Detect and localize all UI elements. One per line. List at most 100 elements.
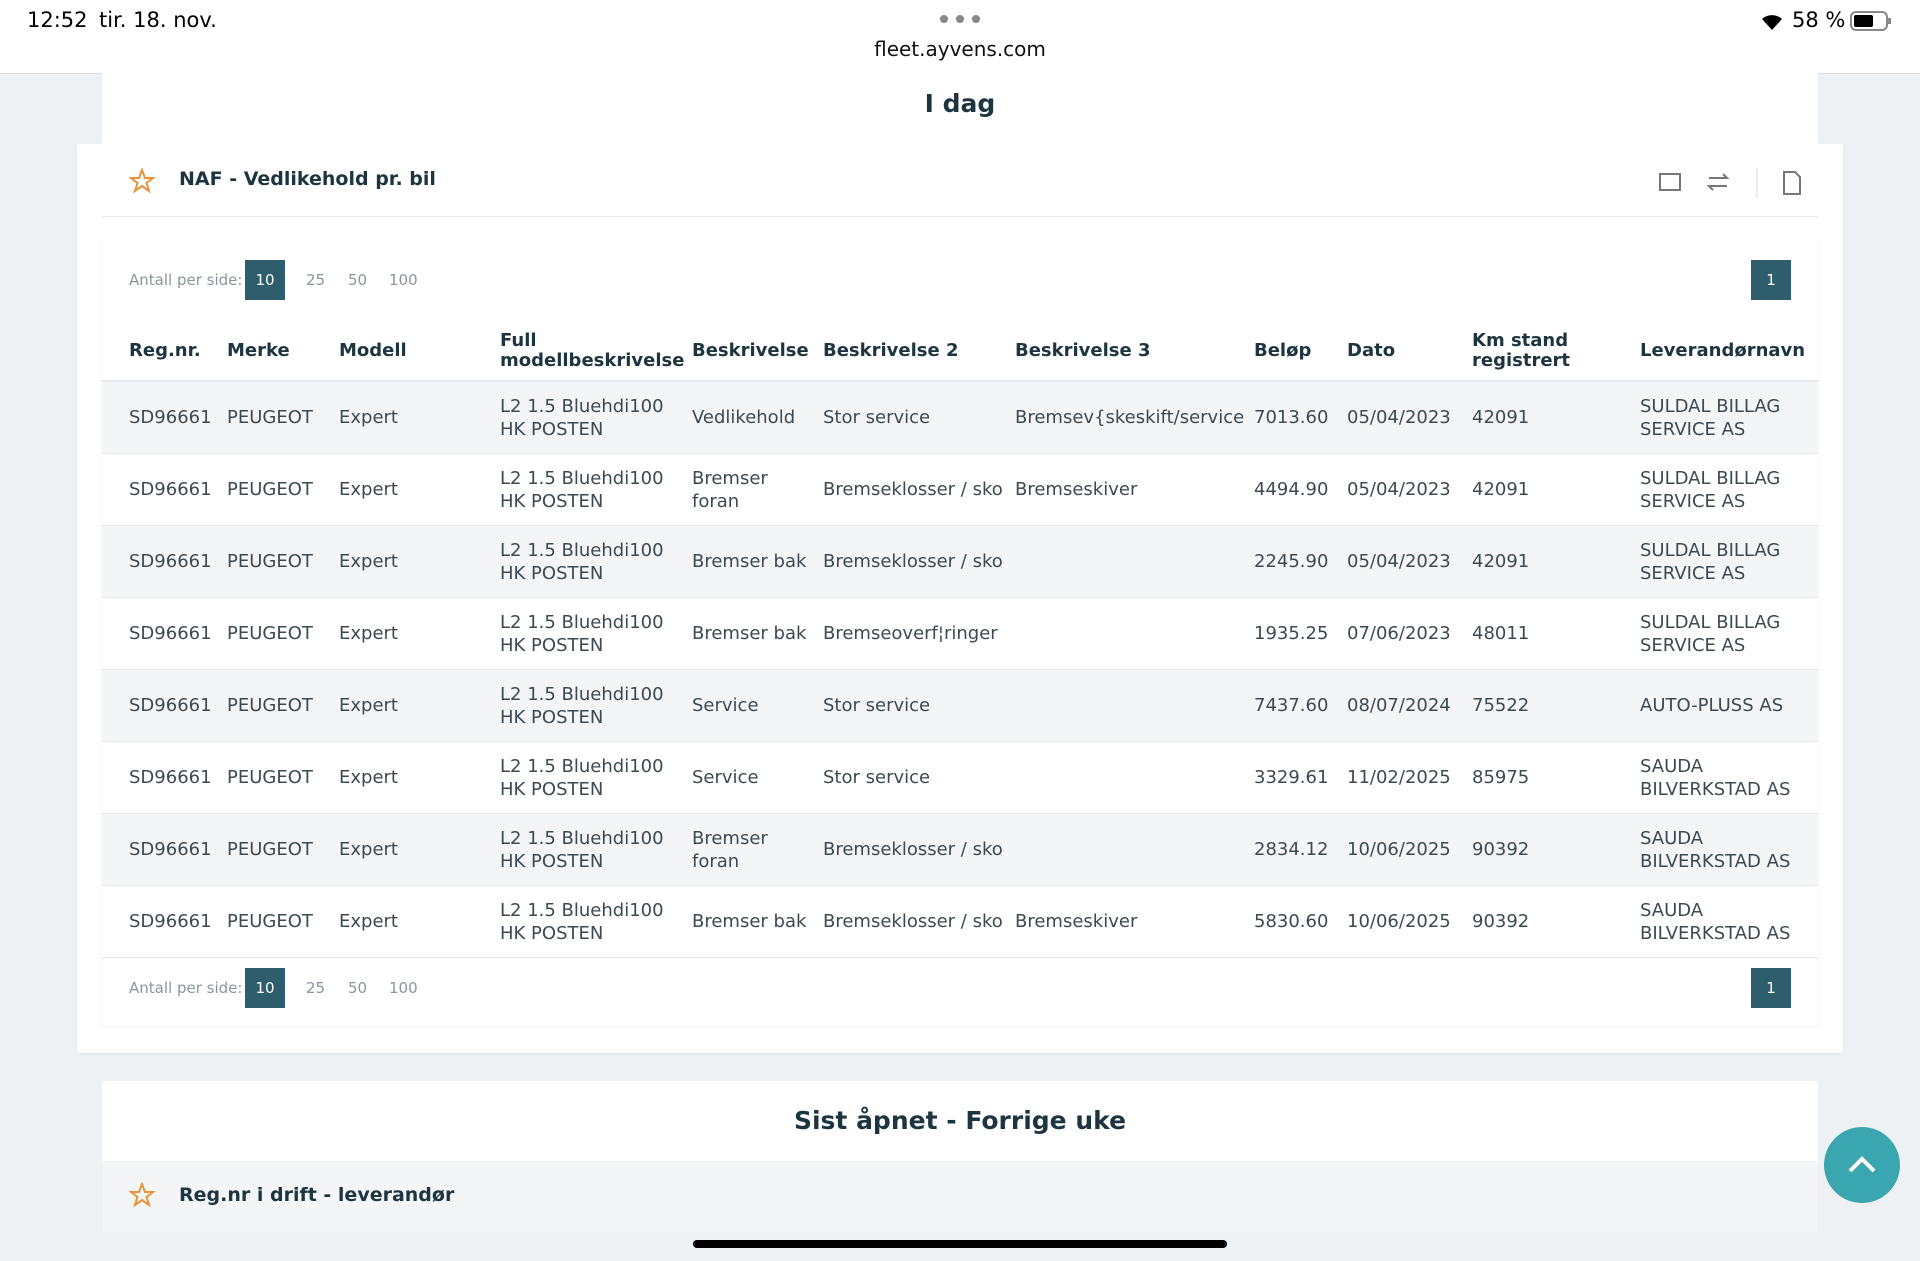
date: tir. 18. nov. xyxy=(99,8,217,32)
table-cell: Stor service xyxy=(823,381,1015,454)
table-cell: 05/04/2023 xyxy=(1347,453,1472,526)
table-cell xyxy=(1015,525,1254,598)
table-cell: 42091 xyxy=(1472,381,1640,454)
table-cell: 2834.12 xyxy=(1254,813,1347,886)
table-cell: SAUDA BILVERKSTAD AS xyxy=(1640,885,1818,958)
report-title: Reg.nr i drift - leverandør xyxy=(179,1184,455,1206)
table-cell: Bremseklosser / sko xyxy=(823,453,1015,526)
table-cell: SD96661 xyxy=(102,597,227,670)
section-title: I dag xyxy=(924,89,996,118)
pagination-top: Antall per side: 10 25 50 100 1 xyxy=(102,260,1818,300)
column-header[interactable]: Km stand registrert xyxy=(1472,321,1640,382)
battery-icon xyxy=(1850,11,1891,31)
page-size-option[interactable]: 25 xyxy=(306,979,326,997)
table-cell: PEUGEOT xyxy=(227,381,339,454)
scroll-top-button[interactable] xyxy=(1824,1127,1900,1203)
table-cell: Bremseklosser / sko xyxy=(823,813,1015,886)
table-cell: 75522 xyxy=(1472,669,1640,742)
table-cell: Stor service xyxy=(823,741,1015,814)
table-cell: PEUGEOT xyxy=(227,597,339,670)
favorite-star[interactable] xyxy=(129,168,155,194)
today-card: I dag xyxy=(102,73,1818,144)
page-button[interactable]: 1 xyxy=(1751,260,1791,300)
page-size-option[interactable]: 50 xyxy=(348,271,368,289)
table-cell: Stor service xyxy=(823,669,1015,742)
table-cell: 08/07/2024 xyxy=(1347,669,1472,742)
table-cell: Expert xyxy=(339,453,500,526)
column-header[interactable]: Reg.nr. xyxy=(102,321,227,382)
table-cell: 90392 xyxy=(1472,813,1640,886)
home-indicator xyxy=(693,1240,1227,1248)
table-row: SD96661 PEUGEOT Expert L2 1.5 Bluehdi100 HK… xyxy=(102,597,1818,670)
column-header[interactable]: Beskrivelse xyxy=(692,321,823,382)
table-card: Antall per side: 10 25 50 100 1 Reg.nr. Merke M… xyxy=(102,242,1818,1026)
table-cell xyxy=(1015,597,1254,670)
table-row: SD96661 PEUGEOT Expert L2 1.5 Bluehdi100 HK… xyxy=(102,741,1818,814)
table-cell xyxy=(1015,669,1254,742)
column-header[interactable]: Merke xyxy=(227,321,339,382)
table-cell: Bremser foran xyxy=(692,453,823,526)
battery-level: 58 % xyxy=(1792,8,1846,32)
favorite-star[interactable] xyxy=(129,1182,155,1208)
column-header[interactable]: Beløp xyxy=(1254,321,1347,382)
page-size-option[interactable]: 10 xyxy=(245,968,285,1008)
report-title: NAF - Vedlikehold pr. bil xyxy=(179,168,436,190)
column-header[interactable]: Modell xyxy=(339,321,500,382)
table-cell: 4494.90 xyxy=(1254,453,1347,526)
table-cell: L2 1.5 Bluehdi100 HK POSTEN xyxy=(500,453,692,526)
column-header[interactable]: Beskrivelse 2 xyxy=(823,321,1015,382)
page-button[interactable]: 1 xyxy=(1751,968,1791,1008)
page-size-label: Antall per side: xyxy=(129,979,243,997)
table-cell: 05/04/2023 xyxy=(1347,381,1472,454)
toolbar-icons[interactable] xyxy=(1657,168,1807,198)
table-cell: Expert xyxy=(339,741,500,814)
table-cell: SULDAL BILLAG SERVICE AS xyxy=(1640,381,1818,454)
table-cell: 1935.25 xyxy=(1254,597,1347,670)
table-row: SD96661 PEUGEOT Expert L2 1.5 Bluehdi100 HK… xyxy=(102,669,1818,742)
table-cell: Bremseoverf¦ringer xyxy=(823,597,1015,670)
table-cell: SD96661 xyxy=(102,669,227,742)
table-cell: PEUGEOT xyxy=(227,741,339,814)
url[interactable]: fleet.ayvens.com xyxy=(874,37,1046,61)
table-cell: Bremser bak xyxy=(692,597,823,670)
table-cell: SD96661 xyxy=(102,381,227,454)
table-cell: AUTO-PLUSS AS xyxy=(1640,669,1818,742)
table-cell: Expert xyxy=(339,525,500,598)
table-cell: 3329.61 xyxy=(1254,741,1347,814)
table-cell: 42091 xyxy=(1472,525,1640,598)
table-cell: SD96661 xyxy=(102,525,227,598)
table-cell: PEUGEOT xyxy=(227,669,339,742)
table-cell: 7437.60 xyxy=(1254,669,1347,742)
table-cell: Bremseklosser / sko xyxy=(823,885,1015,958)
page-size-option[interactable]: 100 xyxy=(389,979,418,997)
table-cell xyxy=(1015,813,1254,886)
table-cell: SULDAL BILLAG SERVICE AS xyxy=(1640,597,1818,670)
table-cell: PEUGEOT xyxy=(227,813,339,886)
table-cell: 85975 xyxy=(1472,741,1640,814)
table-cell: PEUGEOT xyxy=(227,885,339,958)
column-header[interactable]: Beskrivelse 3 xyxy=(1015,321,1254,382)
table-cell: 7013.60 xyxy=(1254,381,1347,454)
page-size-option[interactable]: 25 xyxy=(306,271,326,289)
table-row: SD96661 PEUGEOT Expert L2 1.5 Bluehdi100 HK… xyxy=(102,381,1818,454)
table-row: SD96661 PEUGEOT Expert L2 1.5 Bluehdi100 HK… xyxy=(102,813,1818,886)
page-size-option[interactable]: 100 xyxy=(389,271,418,289)
table-cell: PEUGEOT xyxy=(227,453,339,526)
table-cell: L2 1.5 Bluehdi100 HK POSTEN xyxy=(500,813,692,886)
table-cell: 07/06/2023 xyxy=(1347,597,1472,670)
table-cell: SAUDA BILVERKSTAD AS xyxy=(1640,741,1818,814)
table-cell: SULDAL BILLAG SERVICE AS xyxy=(1640,525,1818,598)
table-cell: PEUGEOT xyxy=(227,525,339,598)
column-header[interactable]: Dato xyxy=(1347,321,1472,382)
column-header[interactable]: Leverandørnavn xyxy=(1640,321,1818,382)
table-cell: 10/06/2025 xyxy=(1347,813,1472,886)
page-size-option[interactable]: 50 xyxy=(348,979,368,997)
time: 12:52 xyxy=(27,8,88,32)
page-size-label: Antall per side: xyxy=(129,271,243,289)
column-header[interactable]: Full modellbeskrivelse xyxy=(500,321,692,382)
report-header: Reg.nr i drift - leverandør xyxy=(102,1161,1818,1232)
page-size-option[interactable]: 10 xyxy=(245,260,285,300)
table-cell: Expert xyxy=(339,669,500,742)
wifi-icon xyxy=(1762,15,1782,30)
